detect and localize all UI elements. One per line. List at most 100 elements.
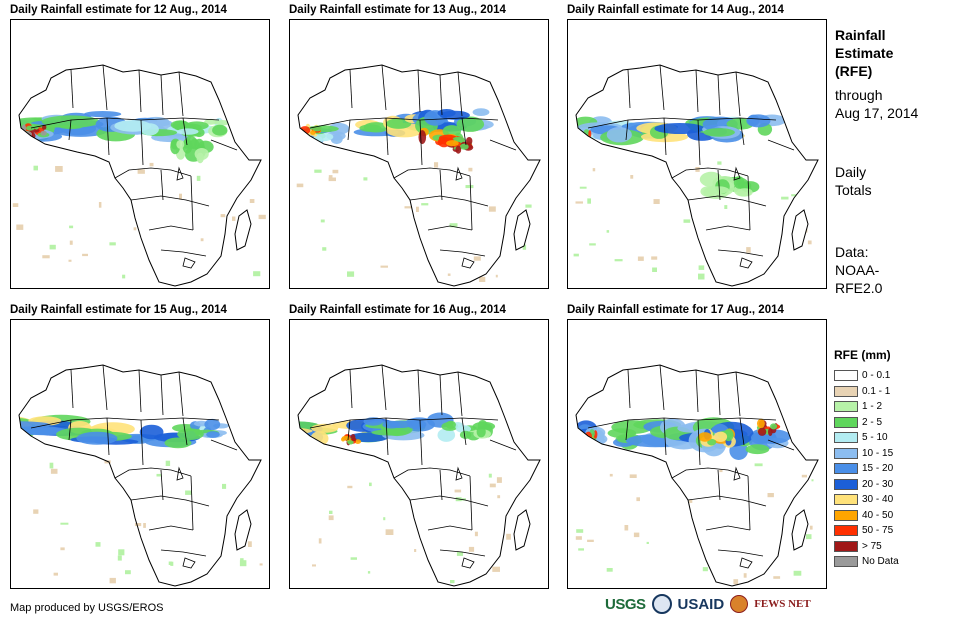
- rain-cell: [214, 120, 230, 126]
- rain-cell: [442, 125, 461, 138]
- country-border: [138, 369, 142, 413]
- ocean-rain-speck: [220, 214, 226, 218]
- ocean-rain-speck: [488, 473, 492, 478]
- legend-item: 50 - 75: [834, 523, 899, 539]
- country-border: [140, 419, 144, 466]
- ocean-rain-speck: [724, 205, 728, 209]
- ocean-rain-speck: [447, 273, 451, 276]
- legend-label: 15 - 20: [862, 463, 894, 475]
- ocean-rain-speck: [259, 563, 263, 566]
- ocean-rain-speck: [807, 240, 812, 245]
- rain-field: [298, 108, 494, 154]
- rain-cell: [310, 431, 329, 446]
- legend-swatch: [834, 494, 858, 506]
- country-border: [739, 257, 753, 269]
- country-border: [671, 167, 749, 179]
- ocean-rain-speck: [719, 469, 723, 473]
- daily-totals-note: Daily Totals: [835, 163, 872, 199]
- ocean-rain-speck: [578, 548, 584, 551]
- madagascar-outline: [791, 509, 809, 551]
- legend-swatch: [834, 385, 858, 397]
- rain-cell: [177, 428, 204, 440]
- ocean-rain-speck: [156, 473, 162, 477]
- country-border: [160, 249, 207, 257]
- country-border: [190, 475, 194, 531]
- rain-cell: [577, 436, 584, 444]
- rain-cell: [26, 125, 35, 131]
- ocean-rain-speck: [450, 580, 455, 584]
- rain-cell: [388, 420, 414, 428]
- legend-label: 5 - 10: [862, 432, 888, 444]
- data-source: Data: NOAA- RFE2.0: [835, 243, 882, 297]
- legend-item: > 75: [834, 539, 899, 555]
- ocean-rain-speck: [651, 256, 658, 260]
- ocean-rain-speck: [200, 238, 204, 242]
- legend-item: 0.1 - 1: [834, 384, 899, 400]
- rain-cell: [466, 137, 473, 145]
- legend-swatch: [834, 370, 858, 382]
- rain-cell: [576, 133, 579, 140]
- rain-cell: [298, 430, 300, 437]
- ocean-rain-speck: [474, 531, 478, 537]
- ocean-rain-speck: [496, 477, 502, 483]
- ocean-rain-speck: [434, 162, 439, 168]
- ocean-rain-speck: [473, 256, 481, 261]
- country-border: [455, 166, 463, 181]
- ocean-rain-speck: [806, 534, 812, 540]
- legend-item: 15 - 20: [834, 461, 899, 477]
- country-border: [767, 139, 795, 151]
- legend-title: RFE (mm): [834, 348, 891, 362]
- country-border: [102, 364, 108, 411]
- country-border: [182, 257, 196, 269]
- legend-swatch: [834, 416, 858, 428]
- africa-map-svg: [12, 64, 266, 287]
- country-border: [717, 249, 764, 257]
- ocean-rain-speck: [385, 529, 394, 535]
- country-border: [627, 69, 631, 109]
- legend-swatch: [834, 463, 858, 475]
- rain-cell: [757, 418, 765, 429]
- madagascar-outline: [513, 509, 531, 551]
- ocean-rain-speck: [196, 175, 201, 181]
- legend-label: 0 - 0.1: [862, 370, 891, 382]
- africa-map-svg: [18, 364, 263, 587]
- rain-cell: [611, 420, 653, 434]
- ocean-rain-speck: [589, 243, 596, 246]
- rain-cell: [446, 140, 459, 147]
- country-border: [106, 417, 110, 456]
- ocean-rain-speck: [350, 557, 357, 560]
- country-border: [659, 64, 665, 111]
- ocean-rain-speck: [465, 185, 474, 189]
- country-border: [461, 417, 467, 446]
- rain-cell: [459, 430, 472, 439]
- ocean-rain-speck: [49, 244, 56, 250]
- rain-cell: [299, 126, 311, 135]
- legend-label: 2 - 5: [862, 416, 883, 428]
- ocean-rain-speck: [117, 555, 122, 561]
- title-line: Rainfall: [835, 27, 886, 43]
- legend-item: 30 - 40: [834, 492, 899, 508]
- country-border: [695, 69, 699, 113]
- country-border: [130, 495, 210, 507]
- legend-swatch: [834, 525, 858, 537]
- legend-label: 30 - 40: [862, 494, 894, 506]
- ocean-rain-speck: [232, 216, 236, 221]
- ocean-rain-speck: [416, 206, 419, 212]
- ocean-rain-speck: [122, 274, 126, 279]
- country-border: [409, 195, 489, 207]
- rain-cell: [577, 136, 586, 147]
- ocean-rain-speck: [240, 558, 244, 562]
- ocean-rain-speck: [149, 162, 154, 167]
- coastline: [18, 364, 262, 587]
- legend-swatch: [834, 447, 858, 459]
- ocean-rain-speck: [579, 186, 587, 189]
- country-border: [130, 195, 210, 207]
- rain-cell: [204, 118, 218, 125]
- ocean-rain-speck: [383, 517, 386, 521]
- ocean-rain-speck: [318, 538, 322, 544]
- rain-cell: [703, 128, 735, 137]
- country-border: [70, 69, 74, 109]
- country-border: [427, 225, 473, 231]
- country-border: [663, 417, 667, 456]
- ocean-rain-speck: [683, 219, 691, 223]
